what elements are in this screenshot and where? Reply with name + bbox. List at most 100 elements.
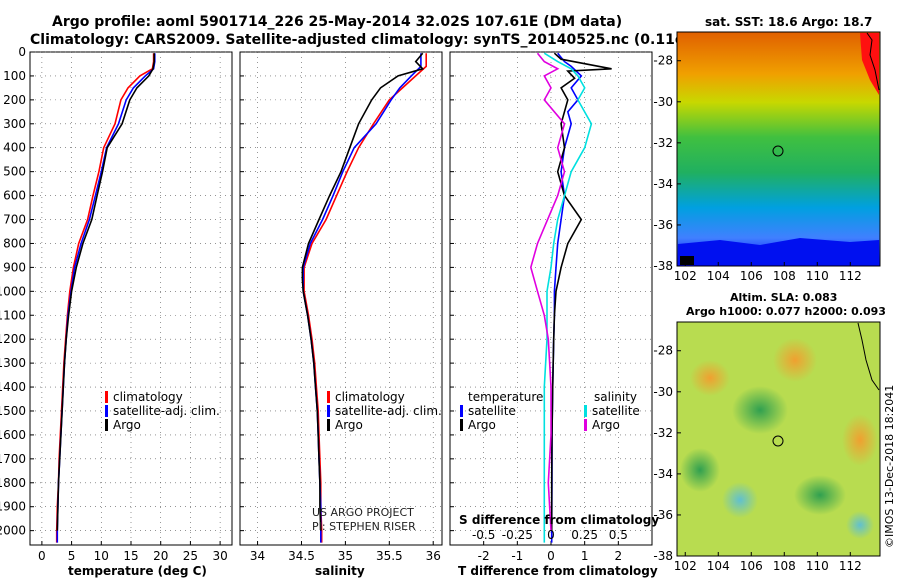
map-y-tick-label: -34 — [653, 467, 673, 481]
chart-title-line2: Climatology: CARS2009. Satellite-adjuste… — [30, 32, 748, 48]
y-tick-label: 500 — [3, 165, 26, 179]
x-tick-label: 35 — [338, 549, 353, 563]
sst-map: sat. SST: 18.6 Argo: 18.7 -28 -30 -32 -34 -3… — [653, 15, 881, 283]
legend-label-climatology: climatology — [113, 390, 183, 404]
y-tick-label: 0 — [18, 45, 26, 59]
y-tick-label: 800 — [3, 236, 26, 250]
project-credit: US ARGO PROJECT — [312, 506, 414, 519]
sla-argo-marker — [772, 435, 784, 447]
salinity-difference-axis-label: S difference from climatology — [459, 513, 659, 527]
series-line-argo — [301, 52, 425, 531]
sla-coastline — [857, 322, 880, 391]
legend-title-salinity: salinity — [594, 390, 637, 404]
legend-swatch-argo — [105, 419, 108, 431]
legend-label-argo: Argo — [335, 418, 363, 432]
y-tick-label: 700 — [3, 213, 26, 227]
y-tick-label: 900 — [3, 260, 26, 274]
legend-swatch-t-argo — [460, 419, 463, 431]
map-x-tick-label: 102 — [674, 269, 697, 283]
map-x-tick-label: 112 — [839, 269, 862, 283]
difference-panel — [449, 51, 653, 546]
salinity-diff-tick-label: 0 — [547, 528, 555, 542]
y-tick-label: 1500 — [0, 404, 26, 418]
legend-swatch-t-satellite — [460, 405, 463, 417]
salinity-legend: climatology satellite-adj. clim. Argo — [327, 390, 442, 432]
x-tick-label: 0 — [38, 549, 46, 563]
map-y-tick-label: -38 — [653, 549, 673, 563]
salinity-difference-tick-labels: -0.5 -0.25 0 0.25 0.5 — [472, 528, 628, 542]
x-tick-label: 15 — [123, 549, 138, 563]
salinity-diff-tick-label: 0.5 — [609, 528, 628, 542]
sla-map-title: Altim. SLA: 0.083 — [730, 291, 837, 304]
sla-map-subtitle: Argo h1000: 0.077 h2000: 0.093 — [686, 305, 886, 318]
legend-label-s-argo: Argo — [592, 418, 620, 432]
x-tick-label: 25 — [183, 549, 198, 563]
y-tick-label: 1300 — [0, 356, 26, 370]
temperature-legend: climatology satellite-adj. clim. Argo — [105, 390, 220, 432]
x-tick-label: 34.5 — [288, 549, 315, 563]
legend-swatch-s-argo — [584, 419, 587, 431]
x-tick-label: 1 — [581, 549, 589, 563]
depth-tick-labels: 0 100 200 300 400 500 600 700 800 900 1000 1100 1200… — [0, 45, 26, 538]
map-x-tick-label: 104 — [707, 559, 730, 573]
y-tick-label: 1100 — [0, 308, 26, 322]
map-y-tick-label: -36 — [653, 218, 673, 232]
salinity-diff-tick-label: 0.25 — [571, 528, 598, 542]
map-y-tick-label: -34 — [653, 177, 673, 191]
map-y-tick-label: -38 — [653, 259, 673, 273]
salinity-diff-tick-label: -0.25 — [502, 528, 533, 542]
y-tick-label: 1000 — [0, 284, 26, 298]
x-tick-label: -2 — [478, 549, 490, 563]
x-tick-label: 34 — [250, 549, 265, 563]
map-x-tick-label: 104 — [707, 269, 730, 283]
map-x-tick-label: 112 — [839, 559, 862, 573]
map-y-tick-label: -28 — [653, 344, 673, 358]
legend-label-argo: Argo — [113, 418, 141, 432]
y-tick-label: 100 — [3, 69, 26, 83]
y-tick-label: 200 — [3, 93, 26, 107]
sst-cold-region — [678, 238, 879, 265]
y-tick-label: 300 — [3, 117, 26, 131]
series-line-salinity-argo — [529, 52, 566, 531]
y-tick-label: 1700 — [0, 452, 26, 466]
map-y-tick-label: -32 — [653, 426, 673, 440]
imos-credit: ©IMOS 13-Dec-2018 18:2041 — [883, 385, 896, 548]
sst-warm-region — [834, 33, 879, 95]
legend-label-climatology: climatology — [335, 390, 405, 404]
sst-latitude-ticks: -28 -30 -32 -34 -36 -38 — [653, 54, 681, 273]
salinity-diff-tick-label: -0.5 — [472, 528, 495, 542]
sst-land-patch — [680, 256, 694, 265]
sst-coastline — [866, 32, 880, 91]
salinity-tick-labels: 34 34.5 35 35.5 36 — [250, 549, 441, 563]
chart-title-line1: Argo profile: aoml 5901714_226 25-May-20… — [52, 14, 623, 30]
x-tick-label: -1 — [511, 549, 523, 563]
y-tick-label: 1600 — [0, 428, 26, 442]
map-x-tick-label: 110 — [806, 559, 829, 573]
y-tick-label: 1900 — [0, 500, 26, 514]
map-y-tick-label: -32 — [653, 136, 673, 150]
sst-argo-marker — [772, 145, 784, 157]
legend-label-t-argo: Argo — [468, 418, 496, 432]
series-line-salinity-satellite — [543, 52, 593, 543]
temperature-tick-labels: 0 5 10 15 20 25 30 — [38, 549, 228, 563]
map-x-tick-label: 110 — [806, 269, 829, 283]
sla-map: Altim. SLA: 0.083 Argo h1000: 0.077 h200… — [653, 291, 886, 573]
difference-tick-labels: -2 -1 0 1 2 — [478, 549, 622, 563]
legend-label-t-satellite: satellite — [468, 404, 516, 418]
x-tick-label: 10 — [94, 549, 109, 563]
x-tick-label: 2 — [615, 549, 623, 563]
legend-label-satellite: satellite-adj. clim. — [335, 404, 442, 418]
difference-legend: temperature satellite Argo salinity sate… — [460, 390, 640, 432]
difference-axis-label: T difference from climatology — [458, 564, 658, 578]
map-y-tick-label: -36 — [653, 508, 673, 522]
salinity-panel — [239, 51, 443, 546]
map-x-tick-label: 108 — [773, 559, 796, 573]
series-line-argo — [56, 53, 155, 531]
x-tick-label: 36 — [426, 549, 441, 563]
y-tick-label: 2000 — [0, 524, 26, 538]
sst-longitude-ticks: 102 104 106 108 110 112 — [674, 262, 862, 283]
x-tick-label: 20 — [153, 549, 168, 563]
map-y-tick-label: -28 — [653, 54, 673, 68]
salinity-axis-label: salinity — [315, 564, 365, 578]
